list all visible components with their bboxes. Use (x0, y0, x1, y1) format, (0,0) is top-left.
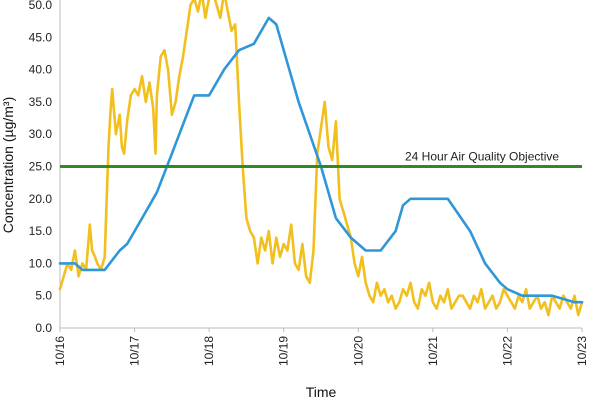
y-tick-label: 10.0 (29, 256, 53, 270)
series-layer (58, 0, 584, 317)
y-tick-label: 25.0 (29, 160, 53, 174)
x-tick-label: 10/20 (351, 336, 365, 366)
x-tick-label: 10/22 (500, 336, 514, 366)
y-tick-label: 30.0 (29, 127, 53, 141)
series-line-2 (58, 16, 584, 304)
x-tick-label: 10/19 (277, 336, 291, 366)
y-tick-label: 0.0 (35, 321, 52, 335)
y-tick-label: 45.0 (29, 30, 53, 44)
y-tick-label: 20.0 (29, 192, 53, 206)
y-tick-label: 35.0 (29, 95, 53, 109)
x-tick-label: 10/17 (128, 336, 142, 366)
objective-label: 24 Hour Air Quality Objective (405, 150, 559, 164)
x-axis-title: Time (306, 384, 337, 400)
x-tick-label: 10/23 (575, 336, 589, 366)
y-tick-label: 5.0 (35, 289, 52, 303)
x-tick-label: 10/18 (202, 336, 216, 366)
y-tick-label: 15.0 (29, 224, 53, 238)
x-axis-ticks: 10/16 10/17 10/18 10/19 10/20 10/21 10/22 10/23 (53, 328, 589, 366)
x-tick-label: 10/16 (53, 336, 67, 366)
y-axis-ticks: 0.0 5.0 10.0 15.0 20.0 25.0 30.0 35.0 40.0 45.0 50… (29, 0, 53, 335)
y-tick-label: 50.0 (29, 0, 53, 12)
y-axis-title: Concentration (µg/m³) (0, 97, 16, 233)
x-tick-label: 10/21 (426, 336, 440, 366)
y-tick-label: 40.0 (29, 63, 53, 77)
series-line-1 (58, 0, 584, 317)
